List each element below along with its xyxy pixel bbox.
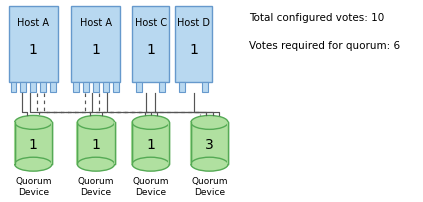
Bar <box>77 122 115 164</box>
Bar <box>113 82 118 92</box>
Bar <box>191 122 228 164</box>
Ellipse shape <box>15 157 52 171</box>
Text: 1: 1 <box>29 138 38 152</box>
Text: Host C: Host C <box>135 18 167 28</box>
FancyBboxPatch shape <box>132 6 169 82</box>
Text: Host A: Host A <box>80 18 112 28</box>
Text: Quorum
Device: Quorum Device <box>132 177 169 197</box>
Text: 1: 1 <box>91 43 100 57</box>
Bar <box>179 82 185 92</box>
Text: Quorum
Device: Quorum Device <box>191 177 228 197</box>
Ellipse shape <box>77 157 115 171</box>
Bar <box>15 122 52 164</box>
Text: 1: 1 <box>146 138 155 152</box>
Bar <box>93 82 99 92</box>
Text: Host A: Host A <box>17 18 49 28</box>
Bar <box>73 82 79 92</box>
FancyBboxPatch shape <box>71 6 121 82</box>
Bar <box>40 82 46 92</box>
Bar <box>136 82 142 92</box>
Bar <box>159 82 165 92</box>
Bar <box>30 82 36 92</box>
Ellipse shape <box>191 157 228 171</box>
Text: 1: 1 <box>91 138 100 152</box>
Text: Votes required for quorum: 6: Votes required for quorum: 6 <box>249 41 400 51</box>
Bar <box>132 122 169 164</box>
Bar <box>50 82 56 92</box>
FancyBboxPatch shape <box>175 6 212 82</box>
Bar <box>11 82 16 92</box>
Bar <box>103 82 109 92</box>
Text: Quorum
Device: Quorum Device <box>15 177 52 197</box>
Ellipse shape <box>191 115 228 129</box>
Bar <box>20 82 26 92</box>
Text: 3: 3 <box>205 138 214 152</box>
Ellipse shape <box>132 157 169 171</box>
Bar <box>203 82 208 92</box>
Text: 1: 1 <box>146 43 155 57</box>
Text: 1: 1 <box>190 43 198 57</box>
Text: 1: 1 <box>29 43 38 57</box>
Text: Host D: Host D <box>177 18 210 28</box>
FancyBboxPatch shape <box>9 6 58 82</box>
Text: Total configured votes: 10: Total configured votes: 10 <box>249 13 384 23</box>
Ellipse shape <box>15 115 52 129</box>
Ellipse shape <box>132 115 169 129</box>
Bar <box>83 82 89 92</box>
Text: Quorum
Device: Quorum Device <box>78 177 114 197</box>
Ellipse shape <box>77 115 115 129</box>
